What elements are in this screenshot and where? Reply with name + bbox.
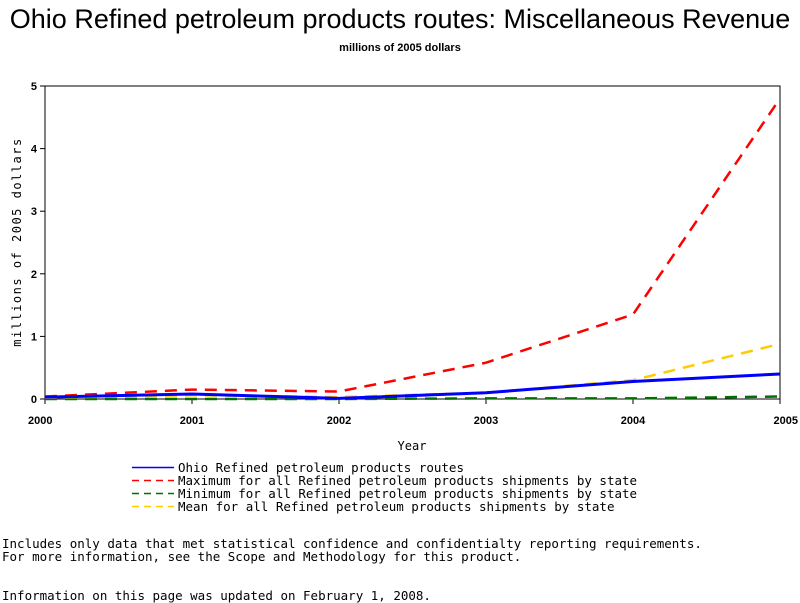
line-chart: 0 1 2 3 4 5 2000 2001 2002 2003 2004 2005 Year mil… xyxy=(0,0,800,460)
legend-swatch xyxy=(130,461,174,474)
legend-label: Mean for all Refined petroleum products … xyxy=(178,500,615,513)
legend-swatch xyxy=(130,487,174,500)
series-line-1 xyxy=(45,99,780,397)
y-tick-label: 3 xyxy=(31,206,37,218)
y-tick-label: 5 xyxy=(31,81,37,93)
y-tick-label: 4 xyxy=(31,144,38,156)
x-axis-label: Year xyxy=(398,439,427,453)
footnote-methodology: For more information, see the Scope and … xyxy=(2,549,521,564)
x-tick-label: 2005 xyxy=(774,415,798,427)
legend-item: Mean for all Refined petroleum products … xyxy=(130,500,637,513)
legend-swatch xyxy=(130,474,174,487)
y-tick-label: 0 xyxy=(31,394,37,406)
y-axis: 0 1 2 3 4 5 xyxy=(31,81,45,406)
y-axis-label: millions of 2005 dollars xyxy=(10,137,24,346)
plot-frame xyxy=(45,86,780,399)
x-axis: 2000 2001 2002 2003 2004 2005 xyxy=(28,399,798,427)
series-lines xyxy=(45,98,780,399)
x-tick-label: 2002 xyxy=(327,415,351,427)
x-tick-label: 2004 xyxy=(621,415,646,427)
y-tick-label: 2 xyxy=(31,269,37,281)
y-tick-label: 1 xyxy=(31,331,37,343)
footnote-updated: Information on this page was updated on … xyxy=(2,588,431,603)
x-tick-label: 2003 xyxy=(474,415,498,427)
series-line-3 xyxy=(45,344,780,398)
x-tick-label: 2000 xyxy=(28,415,52,427)
legend-swatch xyxy=(130,500,174,513)
x-tick-label: 2001 xyxy=(180,415,204,427)
